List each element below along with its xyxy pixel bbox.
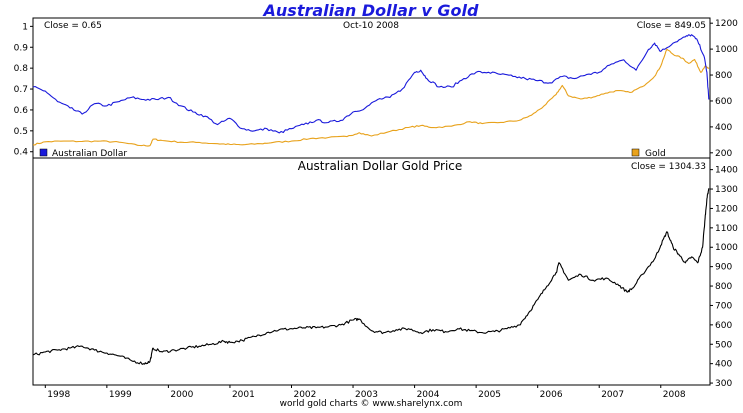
x-tick-label-2008: 2008 [663,390,686,400]
legend-swatch-australian-dollar [39,148,48,157]
gold-series-line [32,48,710,147]
aud-gold-price-series-line [32,188,710,365]
bottom-right-tick-label-6: 800 [715,282,732,292]
bottom-right-tick-label-10: 400 [715,360,732,370]
x-tick-label-1999: 1999 [109,390,132,400]
bottom-chart-title: Australian Dollar Gold Price [298,159,463,173]
legend-label-australian-dollar: Australian Dollar [52,149,127,159]
top-left-tick-label-2: 0.8 [14,64,29,74]
x-tick-label-2006: 2006 [540,390,563,400]
x-tick-label-2001: 2001 [232,390,255,400]
top-left-tick-label-1: 0.9 [14,43,29,53]
bottom-right-tick-label-7: 700 [715,301,732,311]
top-right-tick-label-3: 600 [715,97,732,107]
top-chart-title: Australian Dollar v Gold [262,1,479,20]
top-right-tick-label-0: 1200 [715,19,738,29]
bottom-close-label: Close = 1304.33 [631,162,706,172]
bottom-right-tick-label-3: 1100 [715,224,738,234]
top-panel-frame [32,17,711,159]
bottom-right-tick-label-11: 300 [715,379,732,389]
bottom-right-tick-label-2: 1200 [715,204,738,214]
top-left-tick-label-4: 0.6 [14,106,29,116]
bottom-panel-frame [32,157,711,386]
x-tick-label-2000: 2000 [170,390,193,400]
bottom-right-tick-label-1: 1300 [715,185,738,195]
legend-swatch-gold [631,148,640,157]
top-right-tick-label-1: 1000 [715,45,738,55]
bottom-right-tick-label-0: 1400 [715,166,738,176]
x-tick-label-2007: 2007 [601,390,624,400]
chart-marks: 10.90.80.70.60.50.4120010008006004002001… [14,19,739,400]
bottom-right-tick-label-8: 600 [715,321,732,331]
top-left-tick-label-6: 0.4 [14,148,29,158]
top-right-tick-label-4: 400 [715,123,732,133]
bottom-right-tick-label-4: 1000 [715,243,738,253]
top-left-tick-label-0: 1 [22,22,28,32]
left-close-label: Close = 0.65 [44,21,102,31]
top-right-tick-label-5: 200 [715,149,732,159]
x-tick-label-2003: 2003 [355,390,378,400]
x-tick-label-2005: 2005 [478,390,501,400]
top-right-tick-label-2: 800 [715,71,732,81]
top-left-tick-label-3: 0.7 [14,85,28,95]
date-label: Oct-10 2008 [343,21,399,31]
legend-label-gold: Gold [645,149,666,159]
australian-dollar-series-line [32,34,710,134]
x-tick-label-2004: 2004 [417,390,440,400]
bottom-right-tick-label-9: 500 [715,340,732,350]
right-close-label: Close = 849.05 [637,21,706,31]
x-tick-label-2002: 2002 [293,390,316,400]
footer-credit: world gold charts © www.sharelynx.com [280,399,463,409]
bottom-right-tick-label-5: 900 [715,263,732,273]
x-tick-label-1998: 1998 [47,390,70,400]
top-left-tick-label-5: 0.5 [14,127,28,137]
